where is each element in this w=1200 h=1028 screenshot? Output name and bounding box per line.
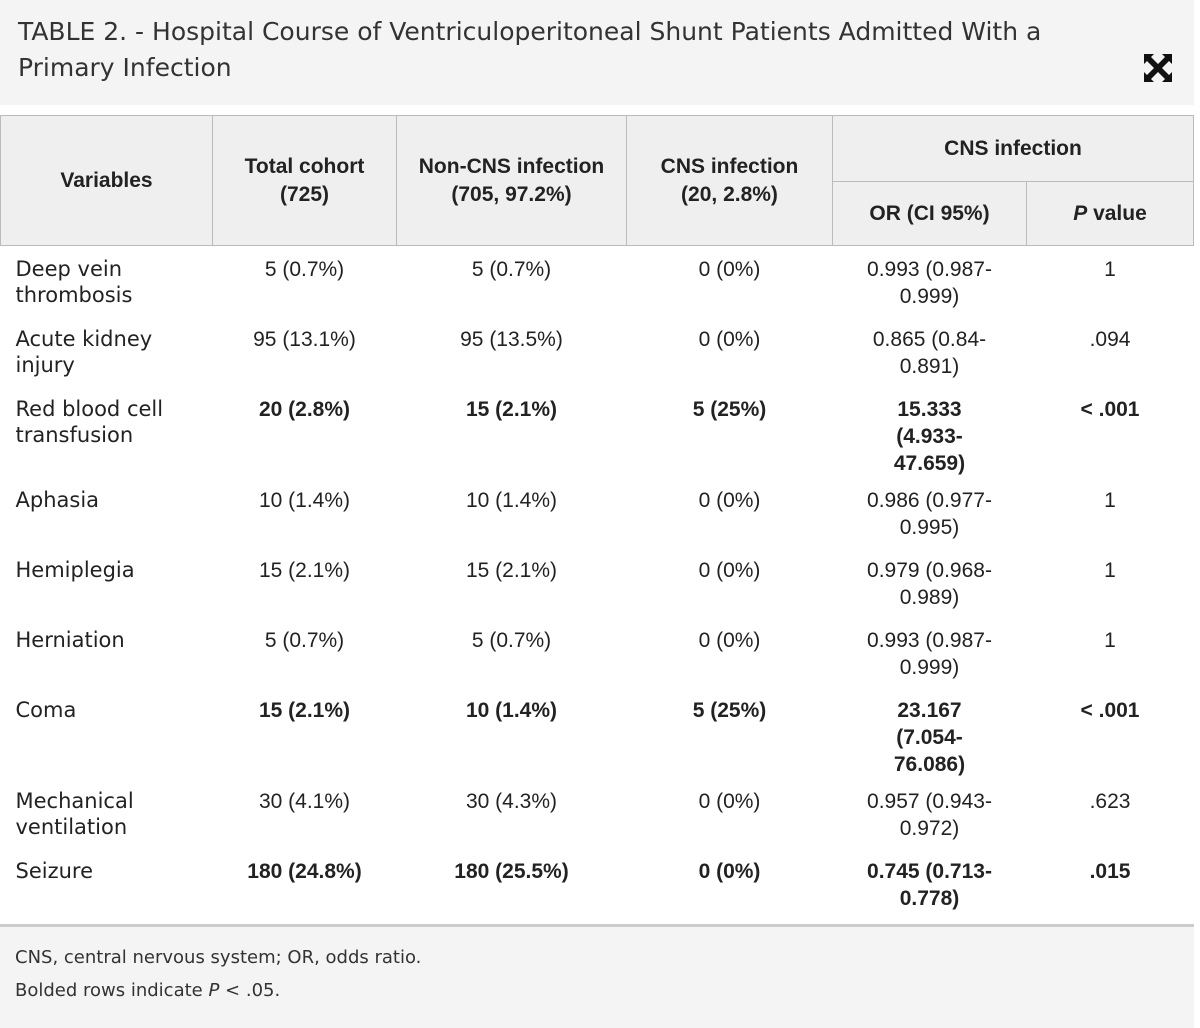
row-label: Aphasia <box>15 487 100 512</box>
table-cell: 15.333 (4.933-47.659) <box>893 397 966 475</box>
table-cell: 5 (0.7%) <box>264 628 345 652</box>
table-cell: < .001 <box>1080 698 1140 722</box>
table-cell: 15 (2.1%) <box>465 558 558 582</box>
table-cell: 0 (0%) <box>698 859 761 883</box>
table-cell: 0 (0%) <box>698 628 761 652</box>
table-cell: 15 (2.1%) <box>258 698 351 722</box>
row-label: Red blood cell transfusion <box>15 396 164 447</box>
title-bar: TABLE 2. - Hospital Course of Ventriculo… <box>0 0 1194 105</box>
table-title: TABLE 2. - Hospital Course of Ventriculo… <box>18 17 1042 82</box>
table-row: Deep vein thrombosis 5 (0.7%) 5 (0.7%) 0 (0… <box>1 246 1194 316</box>
table-cell: 0.986 (0.977-0.995) <box>867 488 992 539</box>
table-cell: 30 (4.3%) <box>465 789 558 813</box>
header-line: (705, 97.2%) <box>451 182 572 206</box>
footnote-italic: P <box>208 980 220 1001</box>
table-cell: 0.957 (0.943-0.972) <box>867 789 992 840</box>
footnote: Bolded rows indicate P < .05. <box>15 980 280 1001</box>
row-label: Herniation <box>15 627 125 652</box>
table-cell: 0.745 (0.713-0.778) <box>867 859 992 910</box>
table-cell: 20 (2.8%) <box>258 397 351 421</box>
table-row: Herniation 5 (0.7%) 5 (0.7%) 0 (0%) 0.993 (0… <box>1 617 1194 687</box>
table-cell: 10 (1.4%) <box>465 698 558 722</box>
table-cell: 23.167 (7.054-76.086) <box>893 698 966 776</box>
table-body: Deep vein thrombosis 5 (0.7%) 5 (0.7%) 0 (0… <box>1 246 1194 928</box>
table-cell: 180 (24.8%) <box>247 859 362 883</box>
table-cell: < .001 <box>1080 397 1140 421</box>
data-table: Variables Total cohort (725) Non-CNS infe… <box>0 115 1195 928</box>
table-cell: 5 (25%) <box>692 698 767 722</box>
header-line: Total cohort <box>244 154 365 178</box>
header-text: value <box>1087 201 1147 225</box>
table-cell: 0 (0%) <box>698 789 761 813</box>
table-cell: 180 (25.5%) <box>454 859 569 883</box>
table-cell: 1 <box>1104 258 1116 281</box>
table-cell: 0 (0%) <box>698 258 761 281</box>
table-cell: 0.993 (0.987-0.999) <box>867 258 992 308</box>
table-cell: 0.865 (0.84-0.891) <box>872 327 987 378</box>
row-label: Deep vein thrombosis <box>15 257 133 307</box>
table-cell: 0.993 (0.987-0.999) <box>867 628 992 679</box>
table-cell: 0.979 (0.968-0.989) <box>867 558 992 609</box>
table-cell: 15 (2.1%) <box>465 397 558 421</box>
header-italic: P <box>1073 201 1088 225</box>
table-cell: 30 (4.1%) <box>258 789 351 813</box>
table-row: Mechanical ventilation 30 (4.1%) 30 (4.3%)… <box>1 778 1194 848</box>
header-line: CNS infection <box>660 154 799 178</box>
table-row: Coma 15 (2.1%) 10 (1.4%) 5 (25%) 23.167 (7.0… <box>1 687 1194 778</box>
table-row: Red blood cell transfusion 20 (2.8%) 15 (2… <box>1 386 1194 477</box>
table-row: Aphasia 10 (1.4%) 10 (1.4%) 0 (0%) 0.986 (0.… <box>1 477 1194 547</box>
footnote-text: Bolded rows indicate <box>15 980 209 1001</box>
table-cell: 0 (0%) <box>698 558 761 582</box>
table-cell: .015 <box>1089 859 1131 883</box>
header-cell: P value <box>1025 181 1195 246</box>
group-header: CNS infection <box>831 115 1195 182</box>
table-cell: 5 (0.7%) <box>471 628 552 652</box>
header-cell: Non-CNS infection (705, 97.2%) <box>396 115 627 246</box>
row-label: Acute kidney injury <box>15 326 153 377</box>
table-cell: 15 (2.1%) <box>258 558 351 582</box>
table-row: Seizure 180 (24.8%) 180 (25.5%) 0 (0%) 0.745… <box>1 848 1194 928</box>
row-label: Coma <box>15 697 77 722</box>
row-label: Hemiplegia <box>15 557 135 582</box>
table-cell: 5 (25%) <box>692 397 767 421</box>
table-cell: .623 <box>1089 789 1131 813</box>
table-cell: 1 <box>1104 628 1116 652</box>
table-cell: .094 <box>1089 327 1131 351</box>
header-line: Non-CNS infection <box>418 154 605 178</box>
footnote: CNS, central nervous system; OR, odds ra… <box>15 947 422 968</box>
header-cell: Variables <box>0 115 213 246</box>
header-line: (725) <box>279 182 330 206</box>
footnote-text: < .05. <box>219 980 281 1001</box>
table-cell: 1 <box>1104 488 1116 512</box>
table-cell: 10 (1.4%) <box>258 488 351 512</box>
table-row: Acute kidney injury 95 (13.1%) 95 (13.5%) 0… <box>1 316 1194 386</box>
table-cell: 95 (13.5%) <box>460 327 563 351</box>
header-cell: CNS infection (20, 2.8%) <box>626 115 833 246</box>
table-cell: 5 (0.7%) <box>471 258 552 281</box>
table-cell: 95 (13.1%) <box>253 327 356 351</box>
row-label: Mechanical ventilation <box>15 788 134 839</box>
row-label: Seizure <box>15 858 94 883</box>
table-cell: 5 (0.7%) <box>264 258 345 281</box>
expand-icon[interactable] <box>1142 52 1174 84</box>
table-cell: 0 (0%) <box>698 488 761 512</box>
header-cell: Total cohort (725) <box>212 115 397 246</box>
table-cell: 10 (1.4%) <box>465 488 558 512</box>
table-row: Hemiplegia 15 (2.1%) 15 (2.1%) 0 (0%) 0.979 … <box>1 547 1194 617</box>
header-line: (20, 2.8%) <box>681 182 778 206</box>
table-cell: 1 <box>1104 558 1116 582</box>
header-cell: OR (CI 95%) <box>832 181 1027 246</box>
footnotes: CNS, central nervous system; OR, odds ra… <box>0 924 1194 1028</box>
table-cell: 0 (0%) <box>698 327 761 351</box>
